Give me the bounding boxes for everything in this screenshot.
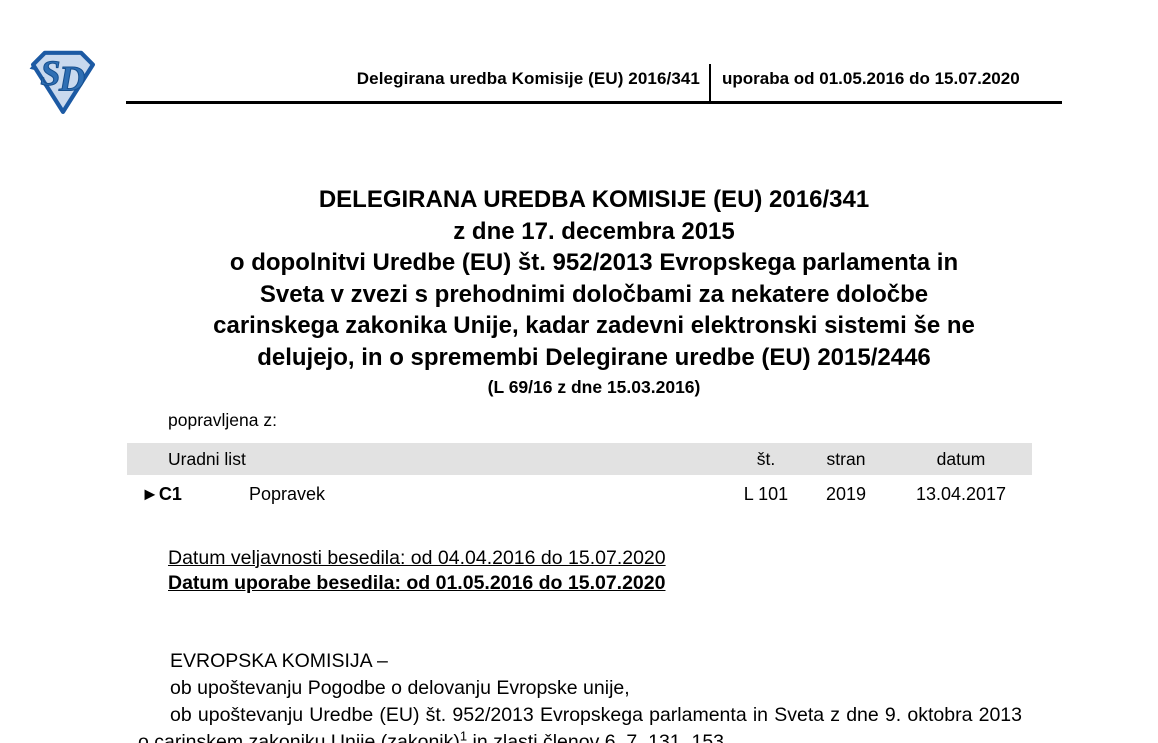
doc-title-line: Sveta v zvezi s prehodnimi določbami za … (259, 280, 929, 308)
correction-name: Popravek (249, 484, 326, 504)
correction-page: 2019 (825, 484, 867, 504)
paragraph-treaty: ob upoštevanju Pogodbe o delovanju Evrop… (170, 677, 630, 699)
col-header-datum: datum (936, 449, 986, 469)
validity-dates: Datum veljavnosti besedila: od 04.04.201… (168, 546, 666, 596)
paragraph-regulation-text: ob upoštevanju Uredbe (EU) št. 952/2013 … (138, 704, 1022, 743)
correction-date: 13.04.2017 (915, 484, 1007, 504)
corrections-table-header: Uradni list št. stran datum (127, 443, 1032, 475)
correction-number: L 101 (743, 484, 789, 504)
correction-marker: ►C1 (141, 484, 182, 504)
header-rule (126, 101, 1062, 104)
footnote-ref-1: 1 (459, 728, 468, 743)
paragraph-commission: EVROPSKA KOMISIJA – (170, 650, 388, 672)
col-header-st: št. (756, 449, 776, 469)
svg-text:S: S (40, 53, 60, 93)
validity-period: Datum veljavnosti besedila: od 04.04.201… (168, 547, 666, 569)
table-row: ►C1 Popravek L 101 2019 13.04.2017 (127, 483, 1032, 507)
running-header-validity: uporaba od 01.05.2016 do 15.07.2020 (722, 69, 1020, 88)
doc-title-line: delujejo, in o spremembi Delegirane ured… (257, 343, 931, 371)
running-header-title: Delegirana uredba Komisije (EU) 2016/341 (356, 69, 700, 88)
doc-title-line: DELEGIRANA UREDBA KOMISIJE (EU) 2016/341 (318, 186, 870, 213)
doc-title-line: o dopolnitvi Uredbe (EU) št. 952/2013 Ev… (229, 249, 959, 276)
application-period: Datum uporabe besedila: od 01.05.2016 do… (168, 572, 666, 594)
col-header-uradni-list: Uradni list (168, 449, 246, 469)
doc-title-line: carinskega zakonika Unije, kadar zadevni… (213, 312, 975, 339)
sd-shield-logo: S D (29, 50, 95, 114)
svg-text:D: D (58, 58, 85, 98)
document-title: DELEGIRANA UREDBA KOMISIJE (EU) 2016/341… (126, 184, 1062, 397)
header-separator (709, 64, 711, 103)
doc-subtitle: (L 69/16 z dne 15.03.2016) (487, 377, 701, 397)
body-text: EVROPSKA KOMISIJA – ob upoštevanju Pogod… (138, 648, 1022, 743)
col-header-stran: stran (826, 449, 866, 469)
paragraph-regulation-text-cont: in zlasti členov 6, 7, 131, 153, (467, 731, 730, 743)
doc-title-line: z dne 17. decembra 2015 (453, 217, 735, 245)
corrections-intro: popravljena z: (168, 410, 277, 430)
paragraph-regulation: ob upoštevanju Uredbe (EU) št. 952/2013 … (138, 702, 1022, 743)
